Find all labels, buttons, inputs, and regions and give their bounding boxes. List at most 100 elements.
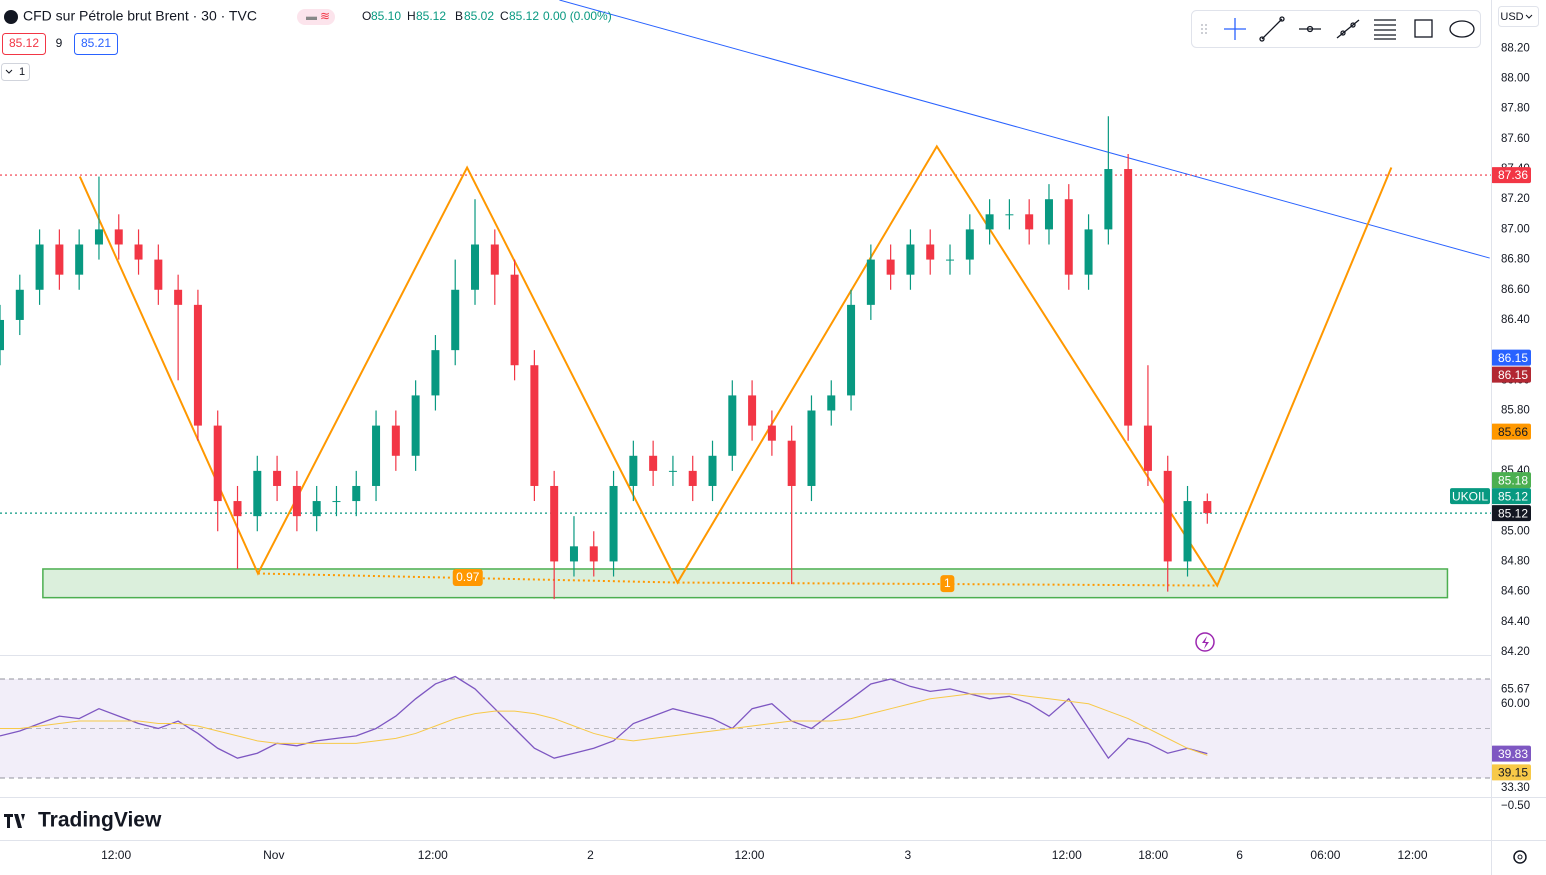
spread: 9 [56, 36, 63, 50]
rsi-line [0, 675, 1208, 760]
fib-tool[interactable] [1374, 19, 1396, 40]
candle-body [728, 395, 737, 456]
candle-body [985, 214, 994, 230]
candle-body [1044, 199, 1053, 230]
candle-body [926, 244, 935, 260]
ratio-label: 1 [944, 576, 951, 590]
price-badge: 85.12 [1498, 506, 1528, 520]
price-badge-mark [1491, 349, 1531, 366]
x-tick-label: 3 [904, 848, 911, 862]
status-pill[interactable] [297, 9, 335, 25]
candle-body [174, 289, 183, 305]
rsi-badge: 39.15 [1498, 765, 1528, 779]
ohlc: O 85.10 H 85.12 B 85.02 C 85.12 0.00 (0.00%) [362, 9, 612, 23]
candle-body [1163, 470, 1172, 562]
candle-body [312, 501, 321, 517]
y-tick-label: 87.00 [1501, 223, 1530, 235]
candle-body [965, 229, 974, 260]
support-zone [42, 568, 1449, 599]
status-icon: ▬ [306, 11, 317, 23]
candle-body [1005, 214, 1014, 216]
rsi-badge-mark [1491, 764, 1531, 781]
rsi-band [0, 679, 1491, 778]
candle-body [530, 365, 539, 486]
price-badge-mark [1491, 366, 1531, 383]
price-badge: 86.15 [1498, 368, 1528, 382]
rsi-pane [0, 675, 1491, 779]
price-badge: 87.36 [1498, 168, 1528, 182]
ohlc-value: 85.02 [464, 9, 494, 23]
ray-tool[interactable] [1336, 19, 1360, 39]
candle-body [629, 455, 638, 486]
candle-body [35, 244, 44, 290]
logo-mark [4, 814, 25, 828]
ohlc-value: 85.12 [509, 9, 539, 23]
currency-button[interactable] [1498, 6, 1539, 27]
y-tick-label: 84.80 [1501, 555, 1530, 567]
ellipse-tool[interactable] [1449, 20, 1475, 38]
candle-body [75, 244, 84, 275]
logo-text: TradingView [38, 809, 162, 832]
alert-icon[interactable] [1195, 632, 1215, 652]
candle-body [1203, 501, 1212, 514]
ohlc-label: O [362, 9, 371, 23]
symbol-title[interactable]: CFD sur Pétrole brut Brent · 30 · TVC [23, 8, 257, 24]
settings-icon[interactable] [1513, 850, 1527, 864]
x-tick-label: 12:00 [734, 848, 764, 862]
candle-body [154, 259, 163, 290]
candle-body [411, 395, 420, 456]
trendline [559, 0, 1490, 259]
series-name-badge-bg [1450, 488, 1490, 505]
rect-tool[interactable] [1414, 19, 1433, 38]
candle-body [886, 259, 895, 275]
rsi-tick-label: 65.67 [1501, 684, 1530, 696]
y-tick-label: 84.40 [1501, 616, 1530, 628]
candle-body [471, 244, 480, 290]
x-tick-label: 2 [587, 848, 594, 862]
candle-body [490, 244, 499, 275]
candle-body [847, 304, 856, 396]
y-tick-label: 84.60 [1501, 586, 1530, 598]
candle-body [352, 485, 361, 502]
y-tick-label: 88.00 [1501, 73, 1530, 85]
candle-body [114, 229, 123, 245]
y-tick-label: 86.80 [1501, 254, 1530, 266]
candle-body [15, 289, 24, 320]
buy-button[interactable] [74, 33, 118, 55]
rsi-tick-label: 33.30 [1501, 782, 1530, 794]
ratio-label-bg [452, 569, 483, 587]
candle-body [292, 485, 301, 517]
candle-body [55, 244, 64, 275]
candle-body [1104, 169, 1113, 230]
collapse-count: 1 [19, 66, 25, 78]
candle-body [0, 319, 4, 351]
x-tick-label: 6 [1236, 848, 1243, 862]
candle-body [233, 501, 242, 517]
price-pane: 0.97 1 [0, 0, 1491, 600]
series-name-badge: UKOIL [1452, 489, 1488, 503]
candle-body [906, 244, 915, 275]
y-tick-label: 87.20 [1501, 193, 1530, 205]
candle-body [134, 244, 143, 260]
ratio-label-bg [940, 575, 955, 593]
x-tick-label: 12:00 [1397, 848, 1427, 862]
trend-tool[interactable] [1261, 18, 1283, 40]
candle-body [332, 501, 341, 503]
candle-body [866, 259, 875, 305]
collapse-button[interactable] [1, 63, 30, 81]
price-badge-mark [1491, 167, 1531, 184]
axes: 12:00 Nov 12:00 2 12:00 3 12:00 18:00 6 06:00 12:0… [101, 42, 1531, 862]
rsi-tick-label: 60.00 [1501, 698, 1530, 710]
sell-button[interactable] [2, 33, 46, 55]
candle-body [767, 425, 776, 441]
candle-body [431, 350, 440, 396]
y-tick-label: 87.60 [1501, 133, 1530, 145]
x-tick-label: 12:00 [101, 848, 131, 862]
candle-body [1025, 214, 1034, 230]
candle-body [609, 485, 618, 562]
rsi-line [0, 693, 1208, 756]
candle-body [649, 455, 658, 471]
candle-body [569, 546, 578, 562]
crosshair-tool[interactable] [1224, 18, 1246, 40]
candle-body [213, 425, 222, 502]
